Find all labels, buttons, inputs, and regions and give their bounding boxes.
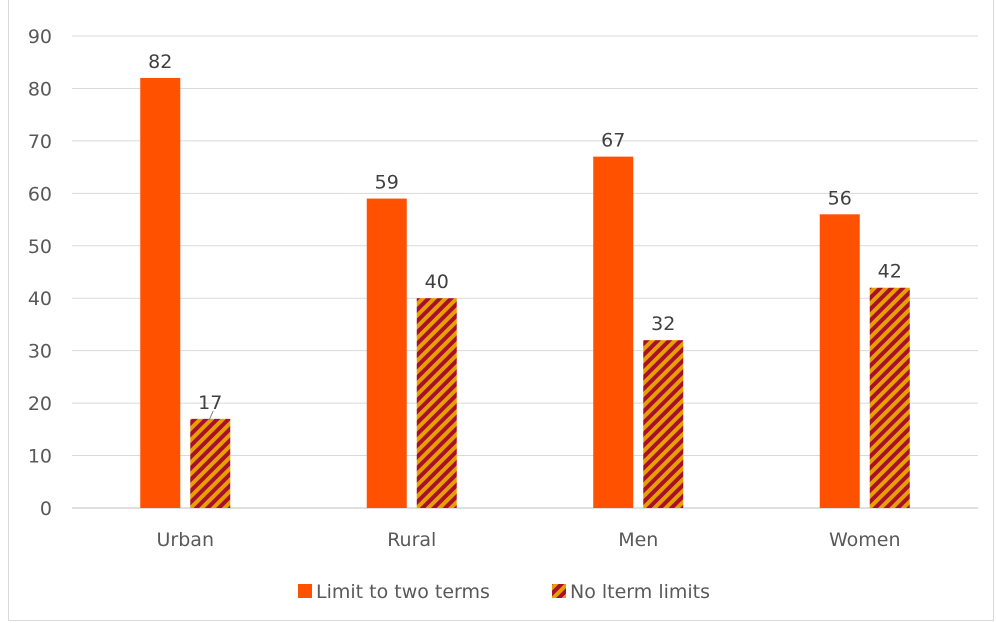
y-tick-label: 10: [28, 446, 52, 468]
y-tick-label: 80: [28, 78, 52, 100]
bar-no-term-limits: [190, 418, 231, 508]
bar-no-term-limits: [643, 340, 684, 508]
y-tick-label: 30: [28, 341, 52, 363]
data-label: 67: [601, 130, 625, 152]
chart-frame: [8, 0, 994, 621]
bar-no-term-limits: [416, 298, 457, 508]
data-label: 17: [198, 392, 222, 414]
y-tick-label: 70: [28, 131, 52, 153]
data-labels: 82 17 59 40 67 32 56 42: [148, 51, 902, 421]
y-tick-label: 20: [28, 393, 52, 415]
legend-label: Limit to two terms: [316, 581, 490, 603]
data-label: 42: [878, 261, 902, 283]
legend-swatch: [552, 584, 566, 598]
data-label: 40: [425, 271, 449, 293]
y-tick-label: 50: [28, 236, 52, 258]
legend-swatch: [298, 584, 312, 598]
data-label: 59: [375, 172, 399, 194]
category-label: Rural: [387, 529, 436, 551]
data-label: 82: [148, 51, 172, 73]
category-label: Men: [618, 529, 658, 551]
legend: Limit to two terms No lterm limits: [298, 581, 710, 603]
y-axis-ticks: 0 10 20 30 40 50 60 70 80 90: [28, 26, 52, 520]
category-label: Urban: [157, 529, 214, 551]
y-tick-label: 0: [40, 498, 52, 520]
bars: [140, 77, 910, 509]
y-tick-label: 90: [28, 26, 52, 48]
bar-limit-two-terms: [366, 198, 407, 509]
y-tick-label: 40: [28, 288, 52, 310]
data-label-leader-line: [208, 410, 214, 421]
legend-label: No lterm limits: [570, 581, 710, 603]
data-label: 56: [828, 187, 852, 209]
category-label: Women: [829, 529, 901, 551]
bar-limit-two-terms: [593, 156, 634, 508]
category-labels: Urban Rural Men Women: [157, 529, 901, 551]
data-label: 32: [651, 313, 675, 335]
y-tick-label: 60: [28, 183, 52, 205]
bar-limit-two-terms: [819, 214, 860, 509]
bar-no-term-limits: [869, 287, 910, 508]
bar-limit-two-terms: [140, 77, 181, 508]
